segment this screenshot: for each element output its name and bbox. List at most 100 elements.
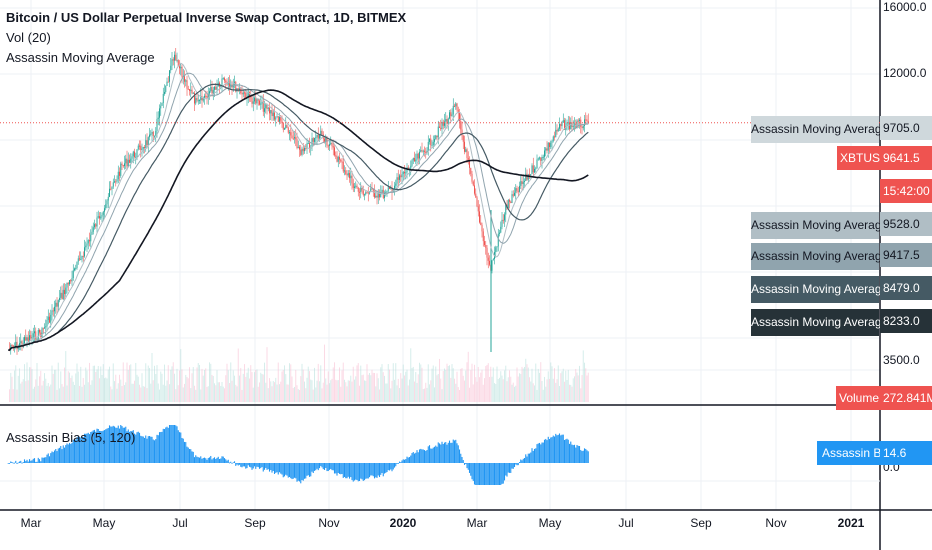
volume-bar bbox=[512, 382, 514, 402]
volume-bar bbox=[554, 368, 556, 402]
volume-bar bbox=[320, 365, 322, 402]
volume-bar bbox=[15, 365, 17, 402]
volume-bar bbox=[89, 362, 91, 402]
bias-bar bbox=[175, 425, 177, 463]
volume-bar bbox=[190, 388, 192, 402]
volume-bar bbox=[331, 378, 333, 402]
bias-bar bbox=[338, 463, 341, 474]
candle-body bbox=[71, 277, 73, 282]
bias-bar bbox=[67, 444, 69, 463]
volume-bar bbox=[442, 371, 444, 402]
chart-title[interactable]: Bitcoin / US Dollar Perpetual Inverse Sw… bbox=[6, 10, 407, 25]
candle-body bbox=[65, 287, 67, 295]
volume-bar bbox=[537, 368, 539, 402]
candle-body bbox=[335, 155, 337, 157]
bias-bar bbox=[136, 432, 138, 463]
volume-bar bbox=[355, 376, 357, 402]
volume-bar bbox=[449, 365, 451, 402]
candle-body bbox=[456, 103, 458, 110]
volume-bar bbox=[557, 365, 559, 402]
volume-bar bbox=[560, 373, 562, 402]
bias-bar bbox=[563, 439, 566, 463]
candle-body bbox=[92, 227, 94, 232]
bias-indicator-label[interactable]: Assassin Bias (5, 120) bbox=[6, 430, 136, 445]
candle-body bbox=[201, 96, 203, 101]
bias-bar bbox=[361, 463, 363, 480]
bias-bar bbox=[551, 437, 553, 463]
bias-bar bbox=[37, 457, 39, 463]
candle-body bbox=[424, 150, 426, 152]
volume-bar bbox=[70, 377, 72, 402]
candle-body bbox=[295, 137, 297, 140]
bias-bar bbox=[457, 445, 459, 463]
volume-bar bbox=[561, 371, 563, 402]
volume-bar bbox=[425, 382, 427, 402]
candle-body bbox=[345, 170, 347, 175]
candle-body bbox=[191, 89, 193, 94]
candle-body bbox=[85, 245, 87, 248]
candle-body bbox=[445, 119, 447, 122]
volume-bar bbox=[247, 367, 249, 402]
moving-average-indicator-label[interactable]: Assassin Moving Average bbox=[6, 50, 155, 65]
candle-body bbox=[285, 125, 287, 129]
candle-body bbox=[40, 332, 42, 337]
candle-body bbox=[106, 200, 108, 205]
volume-bar bbox=[249, 378, 251, 402]
bias-bar bbox=[451, 442, 453, 463]
bias-bar bbox=[560, 435, 562, 463]
bias-bar bbox=[428, 445, 431, 463]
candle-body bbox=[146, 140, 148, 146]
candle-body bbox=[415, 159, 417, 162]
bias-bar bbox=[581, 451, 583, 463]
bias-bar bbox=[533, 448, 536, 463]
candle-body bbox=[121, 163, 123, 166]
bias-bar bbox=[545, 438, 547, 463]
candle-body bbox=[26, 337, 28, 341]
bias-bar bbox=[127, 429, 129, 463]
bias-bar bbox=[493, 463, 496, 485]
candle-body bbox=[584, 119, 586, 126]
candle-body bbox=[519, 185, 521, 192]
candle-body bbox=[327, 145, 329, 147]
time-label: Sep bbox=[690, 516, 712, 530]
candle-body bbox=[181, 66, 183, 77]
bias-bar bbox=[81, 436, 83, 463]
volume-bar bbox=[151, 352, 153, 402]
volume-bar bbox=[191, 373, 193, 402]
bias-bar bbox=[555, 433, 557, 463]
bias-bar bbox=[158, 432, 161, 463]
bias-bar bbox=[506, 463, 508, 477]
candle-body bbox=[374, 191, 376, 198]
bias-bar bbox=[347, 463, 349, 477]
candle-body bbox=[210, 86, 212, 92]
candle-body bbox=[254, 97, 256, 102]
candle-body bbox=[350, 175, 352, 179]
candle-body bbox=[485, 244, 487, 248]
bias-bar bbox=[46, 454, 48, 463]
bias-bar bbox=[105, 429, 107, 463]
candle-body bbox=[216, 86, 218, 90]
bias-bar bbox=[68, 442, 71, 463]
bias-bar bbox=[520, 459, 522, 463]
candle-body bbox=[412, 157, 414, 161]
volume-bar bbox=[150, 383, 152, 402]
volume-bar bbox=[54, 369, 56, 402]
candle-body bbox=[130, 158, 132, 163]
bias-bar bbox=[101, 431, 103, 463]
volume-bar bbox=[417, 374, 419, 402]
bias-bar bbox=[505, 463, 507, 476]
bias-bar bbox=[335, 463, 337, 474]
volume-indicator-label[interactable]: Vol (20) bbox=[6, 30, 51, 45]
bias-bar bbox=[315, 463, 317, 471]
bias-bar bbox=[65, 445, 67, 463]
volume-bar bbox=[371, 369, 373, 402]
candle-body bbox=[171, 59, 173, 66]
bias-bar bbox=[241, 463, 243, 468]
volume-bar bbox=[505, 365, 507, 402]
bias-bar bbox=[503, 463, 506, 481]
bias-bar bbox=[376, 463, 378, 478]
candle-body bbox=[175, 54, 177, 61]
candle-body bbox=[455, 103, 457, 107]
